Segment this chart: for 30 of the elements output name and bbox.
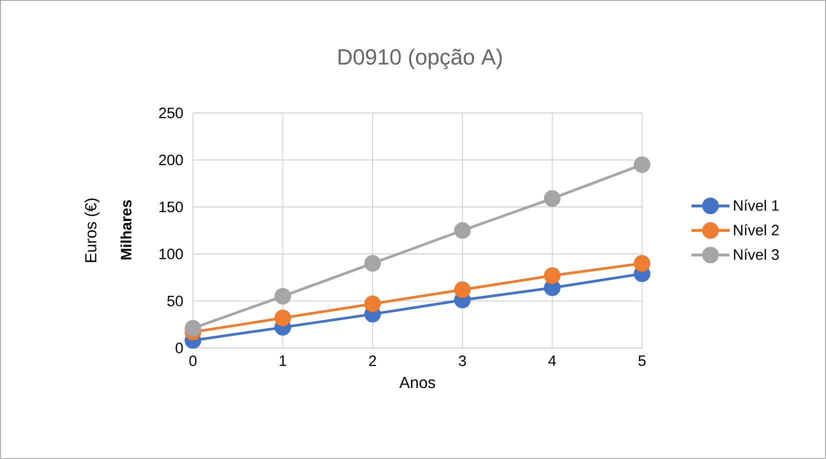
legend-label: Nível 3 xyxy=(734,248,779,260)
point xyxy=(364,296,381,312)
point xyxy=(454,281,471,298)
y-tick-label: 0 xyxy=(176,342,183,354)
point xyxy=(184,320,202,337)
point xyxy=(634,255,650,272)
x-tick-label: 1 xyxy=(280,356,286,366)
text: Milhares xyxy=(120,200,132,260)
legend-label: Nível 1 xyxy=(734,200,779,211)
x-tick-label: 0 xyxy=(189,356,197,366)
y-axis-title: Euros (€) xyxy=(84,198,100,262)
x-axis-title: Anos xyxy=(399,377,436,388)
point xyxy=(544,190,561,207)
point xyxy=(274,288,292,305)
y-tick-label: 250 xyxy=(159,108,183,118)
x-tick-label: 3 xyxy=(458,356,466,366)
point xyxy=(364,255,381,272)
x-tick-label: 2 xyxy=(369,356,376,366)
x-tick-label: 4 xyxy=(548,356,556,366)
point xyxy=(544,267,561,284)
chart-title: D0910 (opção A) xyxy=(338,48,502,70)
point xyxy=(454,222,471,239)
y-tick-label: 100 xyxy=(160,248,183,260)
x-tick-label: 5 xyxy=(638,356,646,366)
point xyxy=(634,156,650,173)
point xyxy=(274,310,292,326)
y-tick-label: 150 xyxy=(160,202,183,212)
legend-label: Nível 2 xyxy=(734,224,779,236)
y-tick-label: 50 xyxy=(167,296,183,306)
y-tick-label: 200 xyxy=(159,154,183,166)
